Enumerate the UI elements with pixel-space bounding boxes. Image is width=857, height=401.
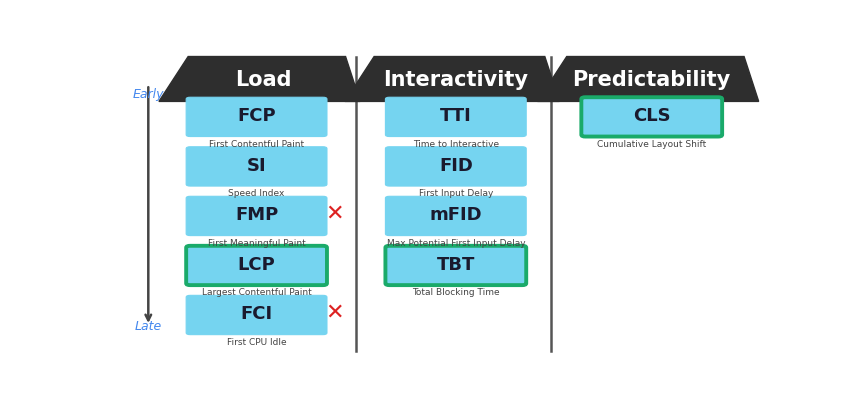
Text: Total Blocking Time: Total Blocking Time	[412, 288, 500, 297]
Text: Early: Early	[133, 88, 164, 101]
FancyBboxPatch shape	[386, 98, 526, 137]
Polygon shape	[537, 57, 758, 102]
Text: ✕: ✕	[326, 302, 345, 322]
Polygon shape	[345, 57, 560, 102]
Text: FMP: FMP	[235, 206, 279, 224]
Text: mFID: mFID	[429, 206, 482, 224]
Text: Interactivity: Interactivity	[383, 70, 528, 90]
FancyBboxPatch shape	[186, 197, 327, 236]
Text: FCI: FCI	[241, 305, 273, 323]
Text: Time to Interactive: Time to Interactive	[413, 140, 499, 148]
FancyBboxPatch shape	[386, 148, 526, 186]
Text: Load: Load	[235, 70, 291, 90]
Text: Cumulative Layout Shift: Cumulative Layout Shift	[597, 140, 706, 148]
Text: Late: Late	[135, 320, 162, 332]
Text: Largest Contentful Paint: Largest Contentful Paint	[201, 288, 311, 297]
FancyBboxPatch shape	[186, 246, 327, 286]
FancyBboxPatch shape	[386, 246, 526, 286]
FancyBboxPatch shape	[186, 296, 327, 335]
Text: TTI: TTI	[440, 107, 471, 125]
Text: SI: SI	[247, 156, 267, 174]
Text: LCP: LCP	[237, 255, 275, 273]
FancyBboxPatch shape	[386, 197, 526, 236]
FancyBboxPatch shape	[581, 98, 722, 137]
Text: Speed Index: Speed Index	[228, 189, 285, 198]
Text: Max Potential First Input Delay: Max Potential First Input Delay	[387, 238, 525, 247]
Text: FID: FID	[439, 156, 473, 174]
FancyBboxPatch shape	[186, 148, 327, 186]
Text: TBT: TBT	[436, 255, 475, 273]
Text: First CPU Idle: First CPU Idle	[227, 337, 286, 346]
Text: First Meaningful Paint: First Meaningful Paint	[207, 238, 305, 247]
Polygon shape	[159, 57, 360, 102]
Text: FCP: FCP	[237, 107, 276, 125]
Text: ✕: ✕	[326, 203, 345, 223]
FancyBboxPatch shape	[186, 98, 327, 137]
Text: First Input Delay: First Input Delay	[418, 189, 493, 198]
Text: First Contentful Paint: First Contentful Paint	[209, 140, 304, 148]
Text: Predictability: Predictability	[572, 70, 731, 90]
Text: CLS: CLS	[633, 107, 670, 125]
